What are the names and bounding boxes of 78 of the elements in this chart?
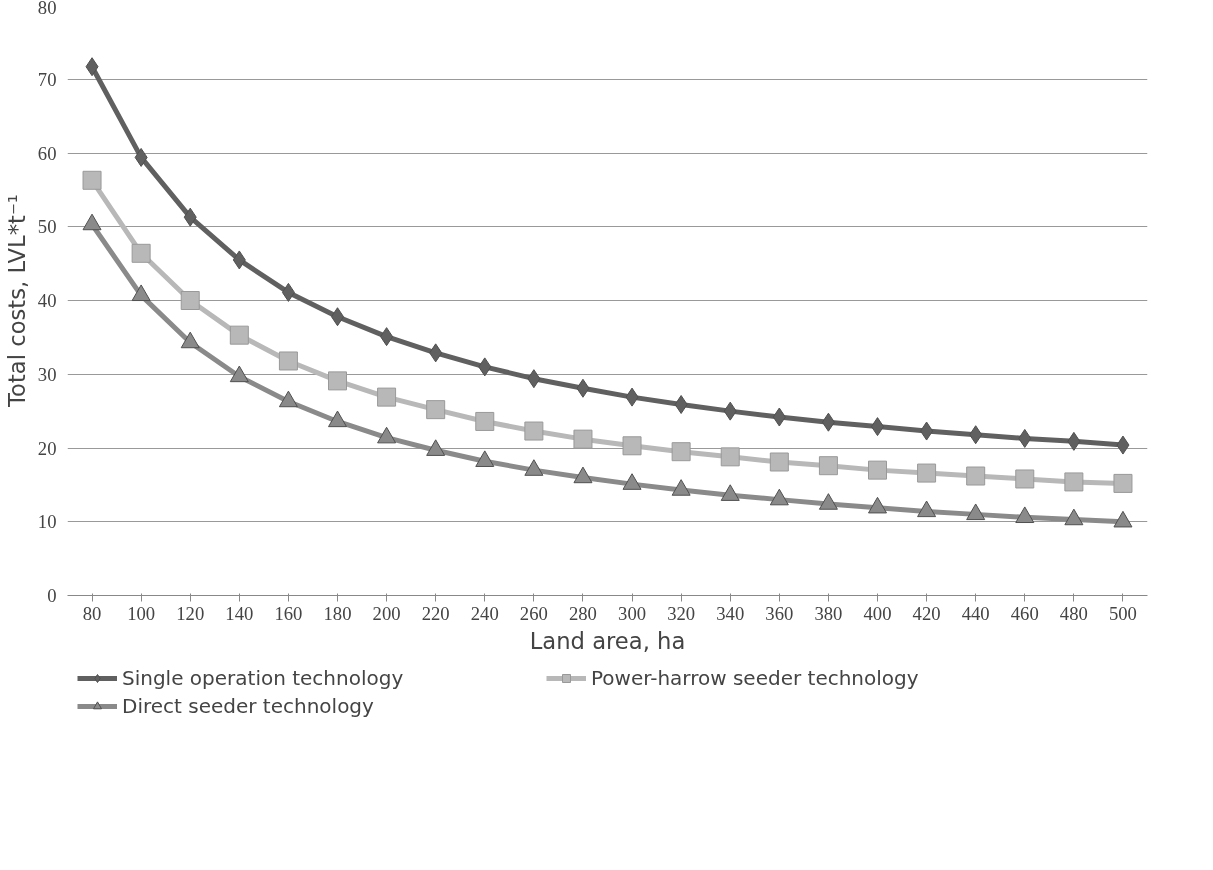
x-tick-label: 220 <box>421 602 450 624</box>
point <box>769 452 789 472</box>
y-tick-label: 10 <box>37 511 57 533</box>
x-tick-label: 200 <box>372 602 401 624</box>
y-tick-label: 0 <box>47 585 57 606</box>
point <box>720 447 740 467</box>
point <box>966 466 986 486</box>
point <box>131 243 151 263</box>
x-tick-label: 280 <box>568 602 597 624</box>
point <box>1064 472 1084 492</box>
point <box>232 250 246 270</box>
point <box>622 436 642 456</box>
point <box>281 282 295 302</box>
x-tick-label: 100 <box>127 602 156 624</box>
point <box>1113 473 1133 493</box>
y-tick-label: 50 <box>37 216 57 238</box>
point <box>478 357 492 377</box>
point <box>183 207 197 227</box>
point <box>917 463 937 483</box>
x-tick-label: 180 <box>323 602 352 624</box>
x-tick-label: 240 <box>470 602 499 624</box>
point <box>1116 435 1130 455</box>
point <box>1018 428 1032 448</box>
y-tick-label: 40 <box>37 290 57 311</box>
x-tick-label: 120 <box>176 602 205 624</box>
point <box>134 147 148 167</box>
point <box>229 325 249 345</box>
x-tick-label: 420 <box>912 602 941 624</box>
point <box>573 429 593 449</box>
point <box>818 456 838 476</box>
point <box>723 401 737 421</box>
legend-label: Single operation technology <box>122 666 405 690</box>
y-tick-label: 20 <box>37 437 57 459</box>
point <box>671 442 691 462</box>
legend-label: Power-harrow seeder technology <box>591 666 920 690</box>
point <box>527 369 541 389</box>
point <box>426 400 446 420</box>
point <box>772 407 786 427</box>
point <box>429 343 443 363</box>
x-tick-label: 440 <box>961 602 990 624</box>
x-tick-label: 360 <box>765 602 794 624</box>
point <box>969 425 983 445</box>
legend-label: Direct seeder technology <box>122 694 375 718</box>
x-tick-label: 300 <box>618 602 647 624</box>
x-tick-label: 460 <box>1010 602 1039 624</box>
point <box>625 387 639 407</box>
x-tick-label: 160 <box>274 602 303 624</box>
point <box>377 387 397 407</box>
point <box>380 327 394 347</box>
x-tick-label: 320 <box>667 602 696 624</box>
point <box>85 57 99 77</box>
point <box>524 421 544 441</box>
x-tick-label: 380 <box>814 602 843 624</box>
point <box>821 412 835 432</box>
x-tick-label: 400 <box>863 602 892 624</box>
x-tick-label: 480 <box>1059 602 1088 624</box>
x-tick-label: 500 <box>1108 602 1137 624</box>
point <box>475 411 495 431</box>
point <box>920 421 934 441</box>
point <box>82 170 102 190</box>
point <box>1067 431 1081 451</box>
y-tick-label: 30 <box>37 363 57 385</box>
x-tick-label: 140 <box>225 602 254 624</box>
x-axis-title: Land area, ha <box>529 627 686 654</box>
y-tick-label: 60 <box>37 142 57 164</box>
point <box>868 460 887 480</box>
y-tick-label: 70 <box>37 68 57 90</box>
point <box>1015 469 1035 489</box>
point <box>328 371 347 391</box>
x-tick-label: 260 <box>519 602 548 624</box>
x-tick-label: 80 <box>82 602 102 624</box>
y-tick-label: 80 <box>37 0 57 18</box>
point <box>180 291 200 310</box>
point <box>278 351 298 371</box>
y-axis-title: Total costs, LVL*t⁻¹ <box>3 194 30 408</box>
x-tick-label: 340 <box>716 602 745 624</box>
point <box>674 394 688 414</box>
point <box>576 378 590 398</box>
